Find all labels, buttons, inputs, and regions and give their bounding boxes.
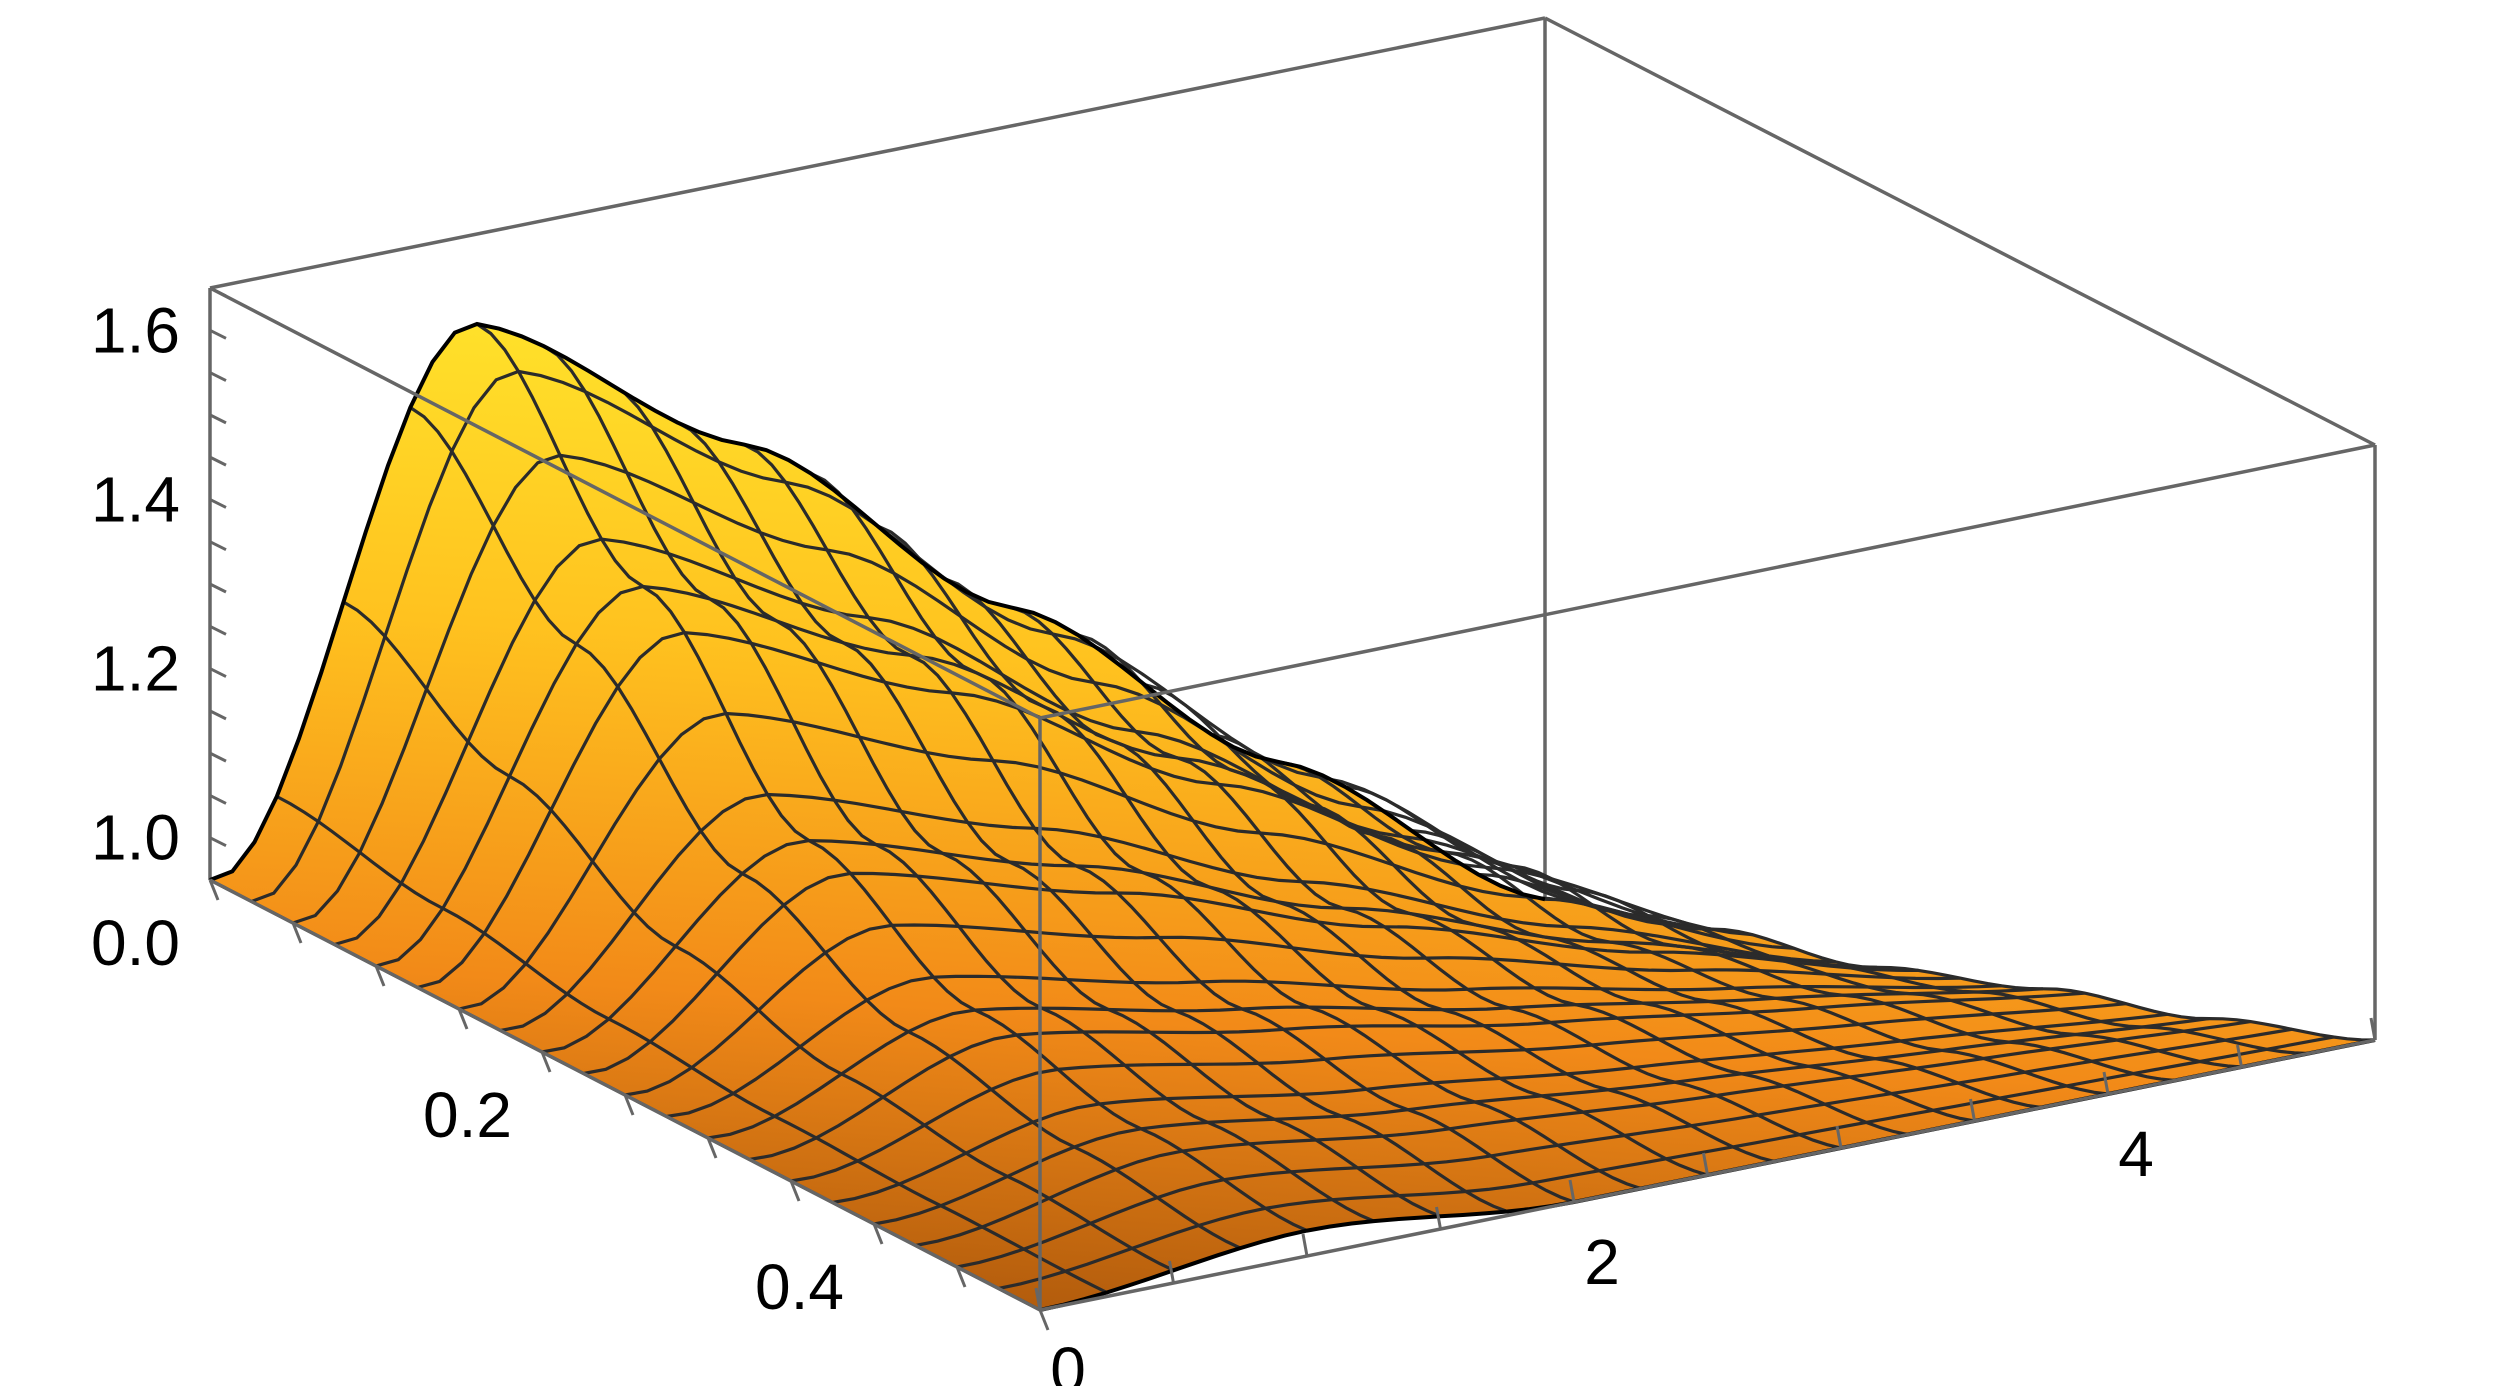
- z-axis-tick: [209, 751, 227, 763]
- z-axis-tick: [209, 455, 227, 467]
- mesh-line-y: [810, 471, 1642, 1191]
- z-axis-tick: [209, 413, 227, 425]
- box-edge-back: [1544, 16, 2376, 447]
- y-axis-tick-label: 4: [2118, 1118, 2154, 1190]
- y-axis-tick: [1435, 1206, 1442, 1230]
- x-axis-tick-label: 0.0: [91, 907, 180, 979]
- y-axis-tick-label: 2: [1584, 1226, 1620, 1298]
- y-axis-tick: [1702, 1152, 1709, 1176]
- z-axis-tick: [209, 498, 227, 509]
- surface-fill: [210, 324, 2375, 1310]
- y-axis-tick: [1835, 1125, 1843, 1149]
- x-axis-tick: [789, 1180, 801, 1202]
- mesh-line-y: [276, 795, 1108, 1294]
- z-axis-tick-label: 1.2: [91, 633, 180, 705]
- mesh-line-y: [1010, 605, 1842, 1150]
- mesh-line-y: [542, 344, 1375, 1223]
- x-axis-tick: [540, 1051, 552, 1073]
- x-axis-tick: [208, 879, 220, 901]
- mesh-line-y: [1277, 760, 2109, 1096]
- y-axis-tick: [1969, 1098, 1976, 1122]
- z-axis-tick: [209, 371, 227, 382]
- surface-edge-back: [209, 321, 1546, 902]
- z-axis-tick-label: 1.6: [91, 294, 180, 366]
- box-edge-front: [209, 286, 1041, 720]
- y-axis-tick: [1168, 1260, 1175, 1284]
- z-axis-tick: [209, 624, 227, 636]
- mesh-line-y: [609, 382, 1442, 1218]
- z-axis-tick: [209, 794, 227, 805]
- z-axis-tick: [209, 328, 227, 340]
- mesh-line-y: [876, 524, 1708, 1177]
- y-axis-tick: [2369, 1017, 2377, 1041]
- y-axis-tick: [1568, 1179, 1576, 1203]
- z-axis-tick-label: 1.0: [91, 802, 180, 874]
- axis-tick-labels: 0.0 0.2 0.4 0 2 4 1.0 1.2 1.4 1.6: [91, 294, 2154, 1386]
- z-axis-tick: [209, 836, 227, 848]
- mesh-line-y: [676, 421, 1508, 1213]
- mesh-line-y: [943, 577, 1775, 1164]
- x-axis-tick: [955, 1266, 967, 1288]
- z-axis-tick: [209, 582, 227, 594]
- mesh-line-y: [409, 406, 1241, 1250]
- y-axis-tick: [1034, 1287, 1042, 1311]
- mesh-line-y: [1144, 683, 1975, 1123]
- x-axis-tick: [623, 1094, 635, 1116]
- x-axis-tick-label: 0.4: [755, 1251, 844, 1323]
- x-axis-tick: [457, 1008, 469, 1030]
- x-axis-tick: [374, 965, 386, 987]
- mesh-line-y: [1411, 829, 2242, 1069]
- z-axis-tick-label: 1.4: [91, 463, 180, 535]
- mesh-line-y: [1544, 897, 2376, 1042]
- box-edge-front: [1039, 443, 2376, 720]
- z-axis-tick: [209, 667, 227, 678]
- x-axis-tick: [1038, 1309, 1050, 1331]
- mesh-line-y: [1077, 633, 1909, 1137]
- y-axis-tick: [2236, 1044, 2243, 1068]
- mesh-line-y: [342, 600, 1175, 1272]
- mesh-line-y: [1344, 785, 2175, 1083]
- z-axis-tick: [209, 540, 227, 552]
- y-axis-tick: [1301, 1233, 1309, 1257]
- x-axis-tick: [291, 922, 303, 944]
- z-axis-tick: [209, 709, 227, 721]
- x-axis-tick: [706, 1137, 718, 1159]
- y-axis-tick-label: 0: [1050, 1334, 1086, 1386]
- z-axis-tick: [209, 878, 227, 890]
- mesh-line-y: [476, 322, 1308, 1233]
- z-axis-tick: [209, 286, 227, 298]
- axis-ticks: [208, 286, 2377, 1331]
- mesh-line-y: [1210, 732, 2042, 1110]
- surface: [209, 321, 2376, 1312]
- x-axis-tick: [872, 1223, 884, 1245]
- x-axis-tick-label: 0.2: [423, 1079, 512, 1151]
- y-axis-tick: [2102, 1071, 2110, 1095]
- box-edge-back: [209, 16, 1546, 290]
